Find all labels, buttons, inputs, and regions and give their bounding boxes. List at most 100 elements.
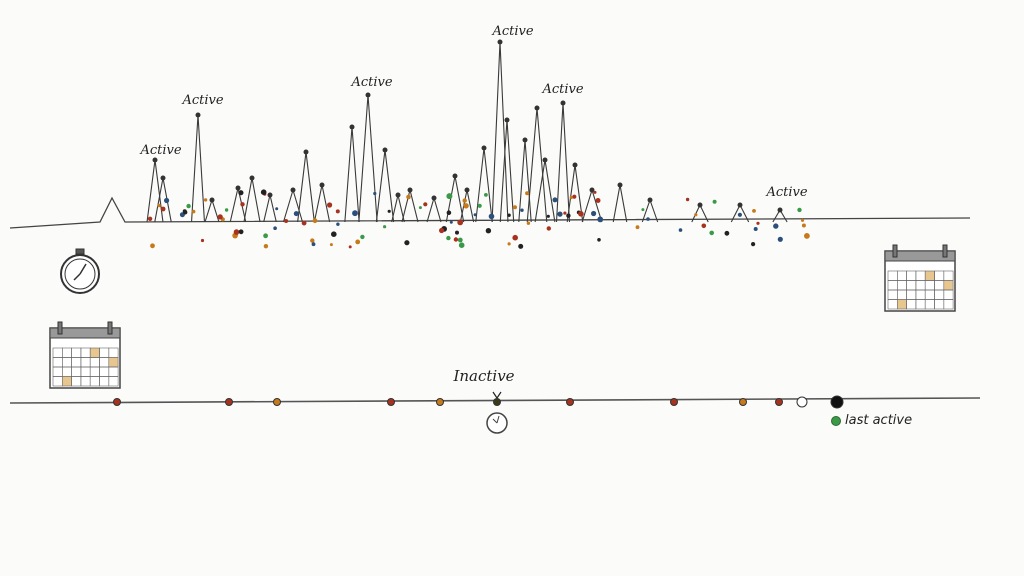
activity-dot bbox=[724, 230, 730, 236]
peak-label: Active bbox=[140, 143, 182, 158]
green-dot-icon bbox=[831, 415, 841, 426]
spike-tip-dot bbox=[382, 147, 388, 153]
spike-tip-dot bbox=[464, 187, 470, 193]
spike-tip-dot bbox=[319, 182, 325, 188]
peak-label: Active bbox=[766, 185, 808, 200]
spike-tip-dot bbox=[542, 157, 548, 163]
legend-label: last active bbox=[845, 413, 913, 428]
activity-dot bbox=[552, 197, 558, 203]
spike-tip-dot bbox=[160, 175, 166, 181]
activity-dot bbox=[477, 203, 482, 208]
calendar-cell bbox=[62, 376, 72, 387]
calendar-ring bbox=[57, 321, 63, 335]
timeline-dot bbox=[225, 398, 233, 406]
activity-dot bbox=[336, 222, 340, 226]
activity-dot bbox=[685, 197, 690, 202]
activity-dot bbox=[709, 230, 714, 236]
activity-spike bbox=[475, 147, 493, 223]
activity-dot bbox=[301, 220, 307, 226]
activity-dot bbox=[240, 202, 245, 207]
activity-dot bbox=[348, 245, 352, 249]
spike-tip-dot bbox=[303, 149, 309, 155]
spike-tip-dot bbox=[737, 202, 743, 208]
activity-dot bbox=[418, 206, 422, 210]
legend-last-active: last active bbox=[831, 413, 912, 428]
activity-dot bbox=[463, 203, 469, 209]
activity-dot bbox=[593, 190, 597, 194]
peak-label: Active bbox=[182, 93, 224, 108]
spike-tip-dot bbox=[589, 187, 595, 193]
calendar-icon bbox=[884, 244, 956, 312]
spike-tip-dot bbox=[647, 197, 653, 203]
activity-dot bbox=[423, 202, 428, 207]
spike-tip-dot bbox=[560, 100, 566, 106]
activity-dot bbox=[572, 194, 577, 199]
activity-dot bbox=[312, 218, 318, 224]
spike-tip-dot bbox=[249, 175, 255, 181]
spike-tip-dot bbox=[152, 157, 158, 163]
spike-tip-dot bbox=[481, 145, 487, 151]
activity-dot bbox=[329, 243, 333, 247]
activity-dot bbox=[200, 238, 205, 243]
activity-dot bbox=[150, 243, 155, 249]
activity-dot bbox=[233, 229, 240, 235]
activity-dot bbox=[191, 209, 196, 214]
timeline-dot bbox=[796, 396, 808, 408]
spike-tip-dot bbox=[365, 92, 371, 98]
activity-dot bbox=[635, 225, 640, 230]
activity-dot bbox=[797, 207, 802, 213]
activity-spike bbox=[190, 114, 206, 223]
activity-dot bbox=[147, 216, 153, 221]
spike-tip-dot bbox=[534, 105, 540, 111]
calendar-cell bbox=[943, 280, 954, 291]
activity-dot bbox=[752, 209, 756, 213]
activity-dot bbox=[186, 203, 191, 209]
activity-dot bbox=[458, 242, 465, 248]
calendar-icon bbox=[49, 321, 121, 389]
activity-dot bbox=[404, 240, 410, 246]
spike-tip-dot bbox=[407, 187, 413, 193]
activity-dot bbox=[473, 213, 477, 217]
spike-tip-dot bbox=[395, 192, 401, 198]
inactive-timeline bbox=[9, 391, 981, 409]
calendar-ring bbox=[942, 244, 948, 258]
activity-dot bbox=[701, 223, 707, 229]
activity-dot bbox=[355, 239, 361, 245]
timeline-dot bbox=[387, 398, 395, 406]
timeline-dot bbox=[436, 398, 444, 406]
activity-dot bbox=[203, 198, 208, 202]
activity-dot bbox=[310, 238, 315, 243]
timeline-dot bbox=[670, 398, 678, 406]
activity-spike bbox=[401, 189, 419, 223]
activity-spike bbox=[297, 151, 315, 223]
peak-label: Active bbox=[351, 75, 393, 90]
activity-dot bbox=[597, 238, 601, 242]
activity-dot bbox=[678, 228, 683, 232]
activity-dot bbox=[457, 219, 464, 226]
calendar-cell bbox=[108, 376, 119, 387]
activity-dot bbox=[507, 242, 511, 246]
activity-dot bbox=[293, 211, 299, 217]
calendar-cell bbox=[89, 347, 100, 358]
spike-tip-dot bbox=[497, 39, 503, 45]
activity-spike bbox=[612, 184, 628, 223]
calendar-cell bbox=[897, 299, 907, 310]
clock-icon bbox=[486, 412, 508, 434]
activity-dot bbox=[569, 195, 573, 200]
activity-dot bbox=[526, 221, 531, 225]
activity-dot bbox=[164, 197, 170, 204]
activity-dot bbox=[512, 234, 518, 241]
activity-dot bbox=[507, 213, 511, 217]
timeline-dot bbox=[830, 395, 844, 409]
timeline-dot bbox=[493, 398, 501, 406]
activity-spike bbox=[313, 184, 331, 223]
activity-dot bbox=[383, 225, 387, 229]
activity-dot bbox=[335, 209, 340, 214]
activity-dot bbox=[773, 223, 779, 229]
activity-dot bbox=[591, 210, 597, 217]
spike-tip-dot bbox=[697, 202, 703, 208]
activity-dot bbox=[217, 214, 223, 220]
calendar-ring bbox=[892, 244, 898, 258]
baseline bbox=[9, 196, 971, 229]
